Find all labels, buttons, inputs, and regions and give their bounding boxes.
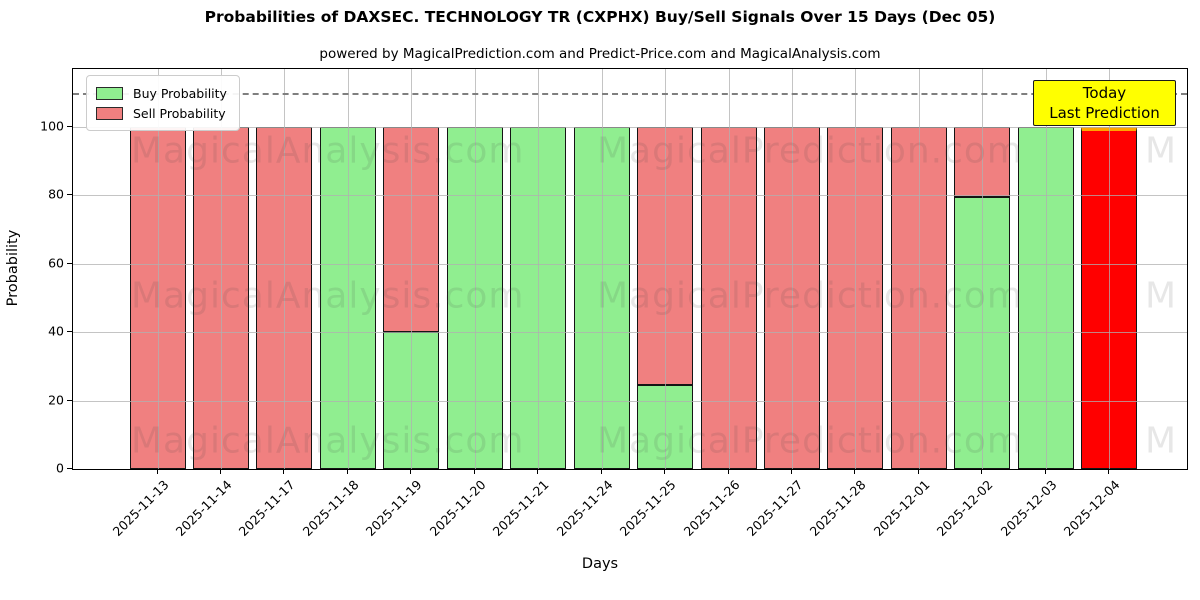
dashed-reference-line bbox=[73, 92, 1187, 95]
x-tick-label: 2025-11-18 bbox=[299, 477, 362, 539]
x-gridline bbox=[855, 69, 857, 469]
x-tick-label: 2025-11-17 bbox=[236, 477, 298, 539]
x-tick-label: 2025-11-27 bbox=[743, 477, 806, 539]
x-tick-label: 2025-12-01 bbox=[870, 477, 933, 539]
x-gridline bbox=[220, 69, 222, 469]
x-gridline bbox=[665, 69, 667, 469]
legend-item-sell: Sell Probability bbox=[96, 103, 227, 123]
x-tick-label: 2025-11-19 bbox=[362, 477, 425, 539]
x-tick-label: 2025-11-25 bbox=[616, 477, 679, 539]
x-tick-mark bbox=[537, 469, 539, 474]
x-tick-mark bbox=[664, 469, 666, 474]
buy-color-swatch bbox=[96, 86, 123, 100]
x-tick-label: 2025-11-21 bbox=[489, 477, 552, 539]
x-gridline bbox=[284, 69, 286, 469]
x-gridline bbox=[1045, 69, 1047, 469]
x-gridline bbox=[157, 69, 159, 469]
x-gridline bbox=[347, 69, 349, 469]
x-tick-label: 2025-11-24 bbox=[553, 477, 616, 539]
legend-label-sell: Sell Probability bbox=[133, 105, 226, 121]
sell-color-swatch bbox=[96, 106, 123, 120]
x-tick-mark bbox=[283, 469, 285, 474]
x-tick-mark bbox=[600, 469, 602, 474]
watermark-clipped: M bbox=[1145, 275, 1178, 317]
y-gridline bbox=[73, 127, 1187, 129]
x-tick-mark bbox=[727, 469, 729, 474]
x-gridline bbox=[982, 69, 984, 469]
legend: Buy Probability Sell Probability bbox=[86, 75, 240, 131]
x-tick-label: 2025-12-03 bbox=[997, 477, 1060, 539]
x-gridline bbox=[792, 69, 793, 469]
x-tick-mark bbox=[791, 469, 792, 474]
y-gridline bbox=[73, 263, 1187, 265]
x-tick-mark bbox=[1108, 469, 1110, 474]
legend-item-buy: Buy Probability bbox=[96, 83, 227, 103]
x-gridline bbox=[601, 69, 603, 469]
chart-title: Probabilities of DAXSEC. TECHNOLOGY TR (… bbox=[204, 8, 996, 26]
watermark-clipped: M bbox=[1145, 420, 1178, 462]
today-annotation-line2: Last Prediction bbox=[1049, 104, 1160, 122]
x-tick-mark bbox=[854, 469, 856, 474]
x-gridline bbox=[1109, 69, 1111, 469]
x-tick-mark bbox=[473, 469, 475, 474]
x-tick-mark bbox=[156, 469, 158, 474]
x-tick-mark bbox=[346, 469, 348, 474]
x-tick-label: 2025-12-02 bbox=[933, 477, 996, 539]
y-tick-mark bbox=[67, 331, 72, 333]
x-tick-label: 2025-11-13 bbox=[109, 477, 172, 539]
y-tick-label: 20 bbox=[48, 392, 64, 408]
chart-subtitle: powered by MagicalPrediction.com and Pre… bbox=[319, 46, 881, 62]
today-annotation-box: Today Last Prediction bbox=[1033, 80, 1176, 126]
y-gridline bbox=[73, 469, 1187, 470]
x-tick-mark bbox=[219, 469, 221, 474]
y-tick-label: 100 bbox=[40, 118, 64, 134]
x-tick-label: 2025-11-28 bbox=[807, 477, 870, 539]
x-gridline bbox=[538, 69, 540, 469]
x-tick-mark bbox=[917, 469, 919, 474]
x-tick-mark bbox=[981, 469, 983, 474]
y-tick-mark bbox=[67, 262, 72, 264]
x-tick-label: 2025-11-20 bbox=[426, 477, 489, 539]
y-tick-mark bbox=[67, 194, 72, 196]
x-gridline bbox=[728, 69, 730, 469]
x-axis-label: Days bbox=[581, 556, 619, 572]
y-gridline bbox=[73, 195, 1187, 197]
y-tick-mark bbox=[67, 468, 72, 469]
today-annotation-line1: Today bbox=[1082, 84, 1127, 102]
y-tick-label: 0 bbox=[56, 460, 64, 476]
x-gridline bbox=[918, 69, 920, 469]
x-tick-label: 2025-11-26 bbox=[680, 477, 743, 539]
y-tick-label: 80 bbox=[48, 186, 64, 202]
x-tick-label: 2025-12-04 bbox=[1060, 477, 1123, 539]
x-tick-label: 2025-11-14 bbox=[172, 477, 235, 539]
x-gridline bbox=[411, 69, 413, 469]
watermark-clipped: M bbox=[1145, 130, 1178, 172]
x-tick-mark bbox=[1044, 469, 1046, 474]
legend-label-buy: Buy Probability bbox=[133, 85, 227, 101]
x-gridline bbox=[474, 69, 476, 469]
x-tick-mark bbox=[410, 469, 412, 474]
y-tick-label: 60 bbox=[48, 255, 64, 271]
y-gridline bbox=[73, 332, 1187, 334]
y-tick-label: 40 bbox=[48, 323, 64, 339]
y-tick-mark bbox=[67, 126, 72, 128]
y-gridline bbox=[73, 400, 1187, 402]
y-tick-mark bbox=[67, 399, 72, 401]
